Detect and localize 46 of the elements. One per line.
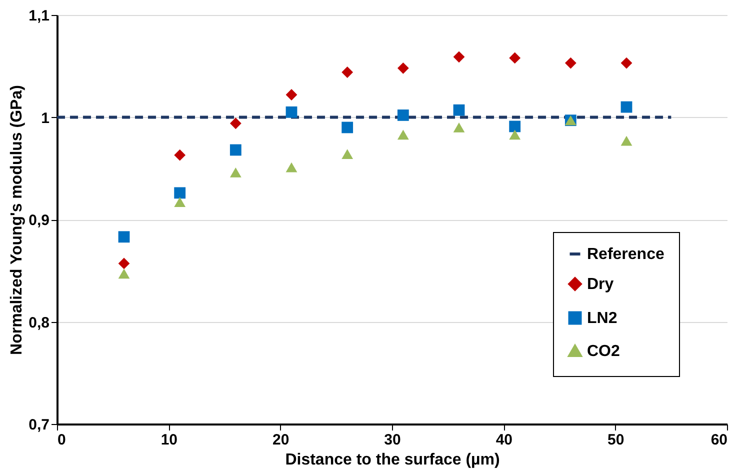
y-tick-label: 0,8 xyxy=(28,314,50,332)
point xyxy=(342,122,354,134)
point xyxy=(174,149,186,161)
point xyxy=(118,258,130,270)
legend-label: CO2 xyxy=(587,343,620,360)
legend-label: Reference xyxy=(587,246,664,263)
point xyxy=(564,57,576,69)
point xyxy=(620,101,632,113)
x-tick-label: 50 xyxy=(607,432,624,448)
y-tick-label: 1 xyxy=(41,110,50,127)
point xyxy=(509,52,521,64)
y-tick-label: 0,9 xyxy=(28,212,50,229)
point xyxy=(509,120,521,132)
point xyxy=(342,66,354,78)
y-tick-label: 1,1 xyxy=(28,8,50,24)
x-tick-label: 10 xyxy=(160,432,178,448)
point xyxy=(230,118,242,130)
point xyxy=(397,110,409,121)
y-axis-title: Normalized Young's modulus (GPa) xyxy=(8,85,26,355)
point xyxy=(118,231,130,243)
point xyxy=(397,62,409,74)
x-tick-label: 30 xyxy=(384,432,401,448)
point xyxy=(620,57,632,69)
point xyxy=(174,187,186,199)
point xyxy=(453,104,465,116)
point xyxy=(453,51,465,63)
x-tick-label: 40 xyxy=(496,432,513,448)
point xyxy=(286,106,298,118)
point xyxy=(230,168,242,178)
point xyxy=(342,149,354,159)
point xyxy=(620,136,632,146)
point xyxy=(118,268,130,279)
x-tick-label: 60 xyxy=(710,432,728,448)
point xyxy=(397,130,409,140)
point xyxy=(174,197,186,208)
legend-label: LN2 xyxy=(587,310,618,327)
x-tick-label: 0 xyxy=(58,432,66,448)
point xyxy=(453,122,465,132)
point xyxy=(230,144,242,156)
x-tick-label: 20 xyxy=(272,432,290,448)
x-axis-title: Distance to the surface (µm) xyxy=(285,452,500,468)
point xyxy=(509,130,521,140)
point xyxy=(286,162,298,172)
legend-label: Dry xyxy=(587,276,614,293)
y-tick-label: 0,7 xyxy=(28,416,50,434)
point xyxy=(286,89,298,100)
